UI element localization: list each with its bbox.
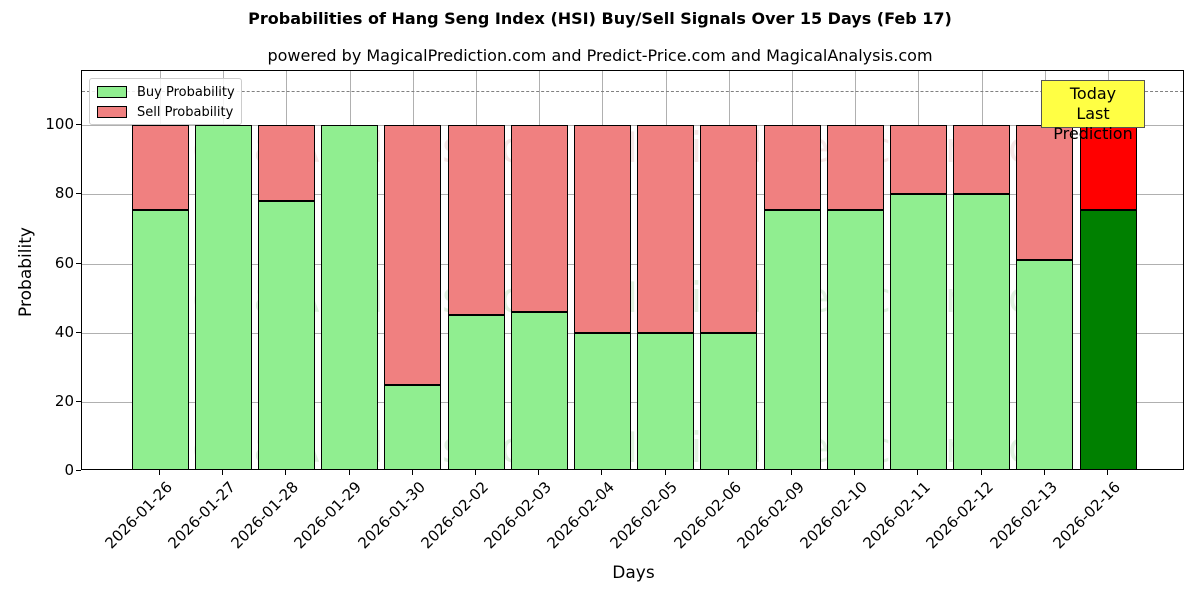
bar-buy [384, 384, 442, 469]
legend-item-buy: Buy Probability [97, 83, 235, 101]
x-tick-mark [980, 470, 982, 475]
x-tick-label: 2026-02-02 [417, 478, 492, 553]
legend-label-sell: Sell Probability [137, 104, 234, 120]
gridline-horizontal [82, 125, 1183, 127]
y-tick-label: 100 [45, 115, 74, 134]
bar-sell [131, 125, 189, 210]
bar-buy [510, 311, 568, 469]
x-tick-label: 2026-02-10 [796, 478, 871, 553]
bar-sell [257, 125, 315, 202]
x-tick-label: 2026-02-12 [922, 478, 998, 553]
x-tick-label: 2026-01-27 [164, 478, 239, 553]
bar-sell [510, 125, 568, 312]
gridline-horizontal [82, 332, 1183, 334]
x-tick-label: 2026-02-06 [670, 478, 745, 553]
y-tick-label: 20 [54, 391, 74, 410]
bar-sell [826, 125, 884, 210]
y-tick-mark [76, 470, 81, 471]
annotation-line-1: Today [1069, 84, 1117, 103]
x-axis-label: Days [612, 563, 655, 583]
x-tick-label: 2026-01-28 [227, 478, 303, 553]
y-tick-label: 40 [54, 322, 74, 341]
x-tick-mark [727, 470, 729, 475]
bar-buy [637, 332, 695, 469]
bar-buy [257, 201, 315, 469]
y-tick-mark [76, 193, 81, 195]
legend-item-sell: Sell Probability [97, 103, 233, 121]
gridline-horizontal [82, 194, 1183, 196]
bar-buy [889, 194, 947, 469]
x-tick-label: 2026-02-05 [606, 478, 682, 553]
y-tick-mark [76, 331, 81, 333]
x-tick-label: 2026-01-30 [354, 478, 429, 553]
y-axis-label: Probability [16, 227, 36, 317]
annotation-line-2: Last Prediction [1053, 104, 1133, 143]
x-tick-mark [222, 470, 224, 475]
bar-buy [131, 209, 189, 469]
x-tick-mark [348, 470, 350, 475]
bar-buy [763, 209, 821, 469]
y-tick-mark [76, 400, 81, 402]
x-tick-mark [917, 470, 919, 475]
x-tick-mark [285, 470, 287, 475]
bar-buy [447, 315, 505, 469]
bar-sell [1016, 125, 1074, 261]
gridline-horizontal [82, 401, 1183, 403]
y-tick-mark [76, 262, 81, 264]
bar-buy [194, 125, 252, 469]
bar-sell [953, 125, 1011, 195]
x-tick-mark [159, 470, 160, 475]
x-tick-label: 2026-02-11 [859, 478, 935, 553]
x-tick-label: 2026-02-04 [543, 478, 619, 553]
bar-buy [573, 332, 631, 469]
bar-buy [826, 209, 884, 469]
x-tick-mark [411, 470, 413, 475]
x-tick-label: 2026-02-09 [733, 478, 808, 553]
y-tick-label: 80 [54, 184, 74, 203]
bar-sell [889, 125, 947, 195]
legend: Buy Probability Sell Probability [89, 78, 242, 125]
bar-buy [1079, 209, 1137, 469]
y-tick-mark [76, 124, 81, 126]
bar-sell [700, 125, 758, 333]
legend-label-buy: Buy Probability [137, 84, 235, 100]
bar-buy [321, 125, 379, 469]
today-annotation: Today Last Prediction [1041, 80, 1145, 143]
y-tick-label: 0 [64, 461, 74, 479]
x-tick-label: 2026-02-13 [986, 478, 1061, 553]
x-tick-mark [664, 470, 666, 475]
bar-sell [763, 125, 821, 210]
x-tick-label: 2026-01-29 [290, 478, 366, 553]
x-tick-mark [791, 470, 792, 475]
x-tick-mark [854, 470, 856, 475]
bar-sell [573, 125, 631, 333]
buy-swatch-icon [97, 86, 127, 98]
bar-sell [384, 125, 442, 385]
reference-line [82, 90, 1183, 92]
bar-sell [637, 125, 695, 333]
bar-buy [700, 332, 758, 469]
bar-buy [953, 194, 1011, 469]
chart-subtitle: powered by MagicalPrediction.com and Pre… [267, 46, 933, 65]
plot-area: MagicalAnalysis.com MagicalPrediction.co… [81, 70, 1184, 470]
x-tick-mark [1043, 470, 1045, 475]
bar-sell [447, 125, 505, 316]
bar-buy [1016, 260, 1074, 469]
x-tick-label: 2026-01-26 [101, 478, 176, 553]
sell-swatch-icon [97, 106, 127, 118]
x-tick-mark [601, 470, 603, 475]
x-tick-label: 2026-02-03 [480, 478, 555, 553]
x-tick-mark [475, 470, 476, 475]
gridline-horizontal [82, 263, 1183, 265]
x-tick-label: 2026-02-16 [1049, 478, 1124, 553]
y-tick-label: 60 [54, 253, 74, 272]
x-tick-mark [1107, 470, 1108, 475]
chart-title: Probabilities of Hang Seng Index (HSI) B… [248, 9, 952, 28]
x-tick-mark [538, 470, 540, 475]
